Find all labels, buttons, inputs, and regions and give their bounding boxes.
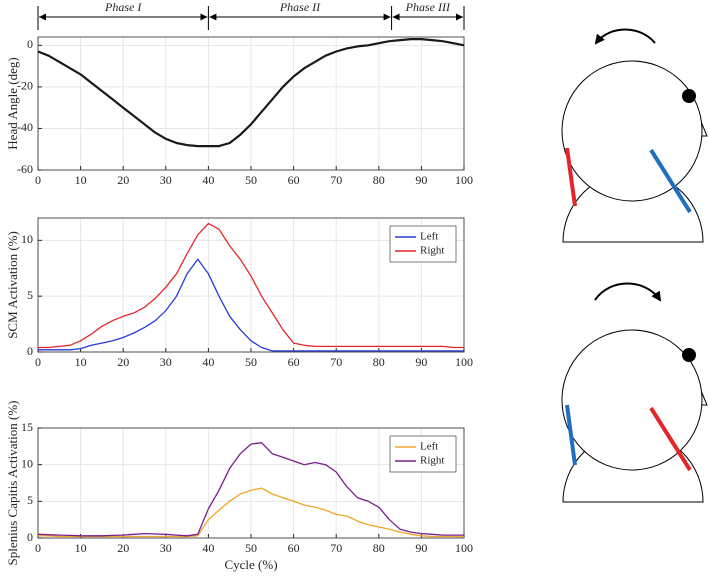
x-tick-label: 10	[75, 541, 87, 555]
data-line	[37, 442, 464, 537]
y-axis-label: Splenius Capitis Activation (%)	[5, 400, 20, 565]
phase-label: Phase III	[405, 0, 451, 14]
y-tick-label: -60	[17, 162, 33, 176]
data-line	[38, 487, 464, 538]
head-diagram-bottom	[561, 282, 708, 503]
eye	[682, 348, 696, 362]
x-tick-label: 50	[245, 541, 257, 555]
data-line	[37, 38, 465, 148]
x-tick-label: 30	[160, 541, 172, 555]
legend-box	[389, 435, 457, 473]
phase-label: Phase II	[279, 0, 321, 14]
axes-frame	[37, 427, 465, 539]
y-tick-label: -40	[17, 120, 33, 134]
x-tick-label: 90	[415, 541, 427, 555]
phase-label: Phase I	[104, 0, 142, 14]
muscle-right	[649, 148, 692, 214]
x-tick-label: 0	[35, 541, 41, 555]
head	[561, 60, 703, 202]
y-tick-label: 15	[21, 420, 33, 434]
x-tick-label: 10	[75, 355, 87, 369]
y-tick-label: 0	[27, 344, 33, 358]
x-tick-label: 90	[415, 355, 427, 369]
data-line	[38, 258, 464, 352]
x-tick-label: 70	[330, 541, 342, 555]
x-tick-label: 60	[288, 355, 300, 369]
x-tick-label: 100	[455, 541, 473, 555]
x-tick-label: 100	[455, 173, 473, 187]
legend-label: Right	[420, 245, 444, 257]
x-tick-label: 40	[202, 541, 214, 555]
x-tick-label: 40	[202, 173, 214, 187]
x-tick-label: 80	[373, 541, 385, 555]
y-tick-label: 0	[27, 530, 33, 544]
x-tick-label: 20	[117, 173, 129, 187]
legend-label: Left	[420, 231, 438, 243]
x-tick-label: 20	[117, 541, 129, 555]
muscle-right	[649, 406, 692, 472]
muscle-left	[565, 404, 577, 466]
x-tick-label: 80	[373, 173, 385, 187]
y-tick-label: 5	[27, 288, 33, 302]
legend-label: Left	[420, 441, 438, 453]
y-axis-label: SCM Activation (%)	[5, 231, 20, 339]
y-tick-label: 10	[21, 232, 33, 246]
y-tick-label: 5	[27, 493, 33, 507]
x-tick-label: 0	[35, 173, 41, 187]
axes-frame	[37, 217, 465, 353]
head-diagram-top	[561, 28, 708, 243]
x-tick-label: 10	[75, 173, 87, 187]
x-tick-label: 70	[330, 355, 342, 369]
x-axis-label: Cycle (%)	[224, 557, 277, 572]
legend-box	[389, 225, 457, 263]
x-tick-label: 20	[117, 355, 129, 369]
y-tick-label: 0	[27, 37, 33, 51]
head	[561, 329, 703, 471]
x-tick-label: 50	[245, 173, 257, 187]
eye	[682, 89, 696, 103]
axes-frame	[37, 36, 465, 171]
x-tick-label: 30	[160, 355, 172, 369]
x-tick-label: 80	[373, 355, 385, 369]
y-tick-label: 10	[21, 456, 33, 470]
x-tick-label: 40	[202, 355, 214, 369]
muscle-left	[565, 147, 577, 207]
x-tick-label: 70	[330, 173, 342, 187]
x-tick-label: 0	[35, 355, 41, 369]
data-line	[38, 222, 464, 349]
rotation-arrow	[594, 28, 656, 45]
x-tick-label: 60	[288, 541, 300, 555]
y-axis-label: Head Angle (deg)	[5, 57, 20, 149]
x-tick-label: 100	[455, 355, 473, 369]
x-tick-label: 50	[245, 355, 257, 369]
y-tick-label: -20	[17, 79, 33, 93]
x-tick-label: 90	[415, 173, 427, 187]
x-tick-label: 30	[160, 173, 172, 187]
legend-label: Right	[420, 455, 444, 467]
x-tick-label: 60	[288, 173, 300, 187]
rotation-arrow	[594, 282, 662, 302]
